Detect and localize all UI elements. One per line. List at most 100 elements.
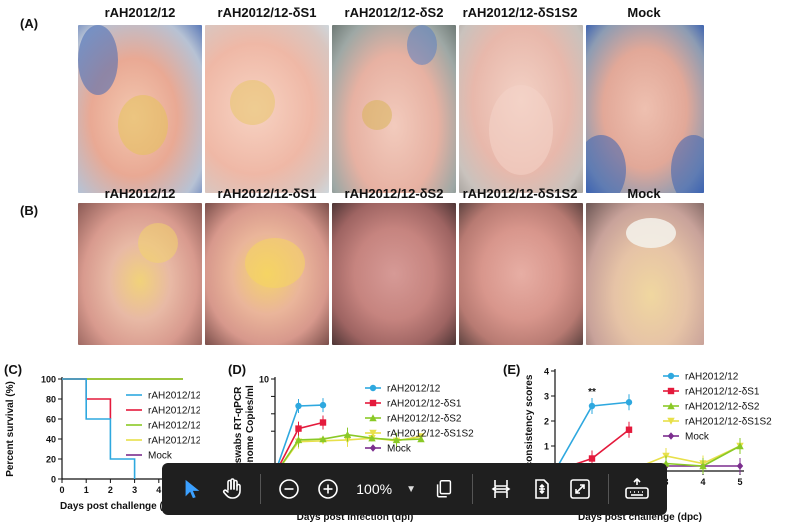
legend-marker — [667, 417, 675, 425]
zoom-in-icon[interactable] — [308, 469, 348, 509]
legend-label: rAH2012/12-δS2 — [148, 421, 200, 432]
y-tick-label: 4 — [544, 367, 549, 377]
legend-label: Mock — [387, 444, 412, 455]
x-tick-label: 4 — [700, 477, 705, 487]
toolbar-divider — [259, 474, 261, 504]
row-b-title-3: rAH2012/12-δS2 — [344, 186, 444, 201]
x-tick-label: 5 — [737, 477, 742, 487]
photo-a-4 — [459, 25, 583, 193]
photo-b-5 — [586, 203, 704, 345]
legend-label: Mock — [685, 432, 710, 443]
data-point — [588, 402, 596, 410]
data-point — [319, 401, 327, 409]
viewer-toolbar: 100% ▼ — [162, 463, 667, 515]
photo-a-2 — [205, 25, 329, 193]
photo-b-1 — [78, 203, 202, 345]
legend-label: rAH2012/12 — [685, 372, 739, 383]
legend-marker — [667, 372, 675, 380]
series-line — [62, 378, 136, 479]
legend-label: Mock — [148, 451, 173, 462]
y-tick-label: 60 — [46, 415, 56, 425]
data-point — [588, 455, 596, 462]
y-axis-label: consistency scores — [524, 374, 535, 467]
row-b-title-4: rAH2012/12-δS1S2 — [462, 186, 578, 201]
copy-pages-icon[interactable] — [424, 469, 464, 509]
panel-label-b: (B) — [20, 203, 39, 218]
photo-b-2 — [205, 203, 329, 345]
panel-label-d: (D) — [228, 362, 247, 377]
legend-label: rAH2012/12-δS1S2 — [387, 429, 474, 440]
row-a-title-3: rAH2012/12-δS2 — [344, 5, 444, 20]
rtqpcr-chart: 10 al swabs RT-qPCR Genome Copies/ml Days p… — [233, 375, 474, 524]
legend-marker — [369, 414, 377, 422]
photo-a-3 — [332, 25, 456, 193]
y-tick-label: 1 — [544, 442, 549, 452]
data-point — [295, 402, 302, 410]
data-point — [319, 419, 327, 426]
data-point — [699, 462, 707, 470]
y-tick-label: 80 — [46, 395, 56, 405]
data-point — [392, 436, 401, 444]
photo-b-3 — [332, 203, 456, 345]
x-axis-label: Days post infection (dpi) — [297, 512, 414, 523]
y-tick-label: 40 — [46, 435, 56, 445]
legend-label: rAH2012/12-δS1 — [148, 406, 200, 417]
x-tick-label: 3 — [132, 485, 137, 495]
legend-label: rAH2012/12-δS1S2 — [685, 417, 772, 428]
keyboard-icon[interactable] — [617, 469, 657, 509]
row-b-title-2: rAH2012/12-δS1 — [217, 186, 317, 201]
row-a-title-2: rAH2012/12-δS1 — [217, 5, 317, 20]
toolbar-divider — [608, 474, 610, 504]
zoom-out-icon[interactable] — [269, 469, 309, 509]
pointer-icon[interactable] — [172, 469, 212, 509]
data-point — [736, 442, 744, 450]
legend-marker — [369, 444, 377, 452]
data-point — [625, 426, 633, 433]
y-tick-label: 100 — [41, 375, 56, 385]
data-point — [295, 425, 302, 432]
x-tick-label: 2 — [108, 485, 113, 495]
legend-marker — [667, 387, 675, 395]
data-point — [736, 462, 744, 470]
survival-chart: 0 20 40 60 80 100 0 1 2 3 4 Percent survival (%) Day… — [5, 375, 200, 512]
legend-label: rAH2012/12 — [148, 391, 200, 402]
data-point — [294, 436, 303, 444]
legend-label: rAH2012/12-δS2 — [387, 414, 462, 425]
y-tick-label: 3 — [544, 392, 549, 402]
legend-marker — [369, 399, 377, 407]
toolbar-divider — [471, 474, 473, 504]
x-axis-label: Days post challenge (dpc) — [578, 512, 702, 523]
hand-icon[interactable] — [212, 469, 252, 509]
x-tick-label: 1 — [84, 485, 89, 495]
fit-width-icon[interactable] — [481, 469, 521, 509]
significance-annotation: ** — [588, 387, 596, 398]
row-a-title-1: rAH2012/12 — [104, 5, 176, 20]
zoom-level: 100% — [356, 481, 393, 497]
photo-a-1 — [78, 25, 202, 193]
legend-label: rAH2012/12-δS1 — [387, 399, 462, 410]
panel-label-a: (A) — [20, 16, 39, 31]
legend-marker — [667, 402, 675, 410]
y-axis-label: al swabs RT-qPCR — [233, 386, 244, 475]
x-axis-label: Days post challenge (dpc) — [60, 501, 184, 512]
y-axis-label: Percent survival (%) — [5, 381, 16, 477]
y-tick-label: 10 — [259, 375, 269, 385]
data-point — [625, 399, 633, 406]
legend-marker — [369, 429, 377, 437]
zoom-dropdown[interactable]: 100% ▼ — [348, 481, 424, 497]
photo-b-4 — [459, 203, 583, 345]
legend-marker — [369, 384, 377, 392]
legend-label: rAH2012/12 — [387, 384, 441, 395]
row-b-title-5: Mock — [627, 186, 661, 201]
panel-label-e: (E) — [503, 362, 521, 377]
legend-marker — [667, 432, 675, 440]
fit-page-icon[interactable] — [521, 469, 561, 509]
row-b-title-1: rAH2012/12 — [104, 186, 176, 201]
row-a-title-5: Mock — [627, 5, 661, 20]
y-axis-label: Genome Copies/ml — [245, 385, 256, 476]
legend-label: rAH2012/12-δS1 — [685, 387, 760, 398]
fullscreen-icon[interactable] — [560, 469, 600, 509]
panel-label-c: (C) — [4, 362, 23, 377]
zoom-dropdown-icon: ▼ — [406, 483, 416, 495]
